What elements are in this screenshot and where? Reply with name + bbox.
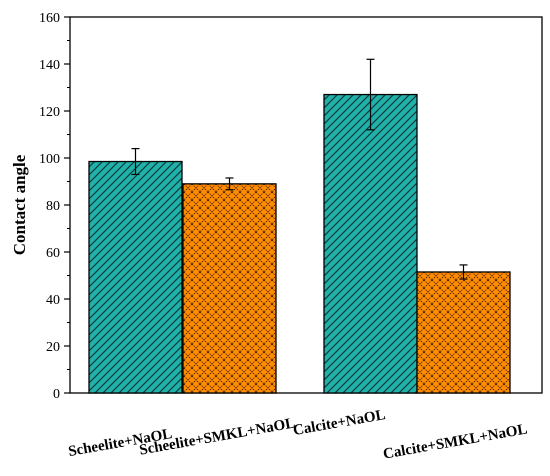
axes: 0 20 40 60 80 100 120 140 160 bbox=[39, 11, 543, 402]
y-tick-label: 20 bbox=[46, 340, 60, 355]
y-tick-label: 120 bbox=[39, 105, 60, 120]
y-tick-label: 60 bbox=[46, 246, 60, 261]
bar bbox=[323, 93, 418, 394]
category-label: Calcite+SMKL+NaOL bbox=[382, 421, 529, 462]
y-tick-label: 80 bbox=[46, 199, 60, 214]
y-tick-label: 40 bbox=[46, 293, 60, 308]
error-bars-group bbox=[131, 58, 468, 280]
y-tick-label: 0 bbox=[53, 387, 60, 402]
bar bbox=[88, 160, 183, 394]
bars-group bbox=[88, 93, 511, 394]
category-label: Calcite+NaOL bbox=[292, 407, 387, 439]
y-tick-label: 100 bbox=[39, 152, 60, 167]
bar bbox=[416, 271, 511, 394]
bar bbox=[182, 183, 277, 394]
y-tick-label: 160 bbox=[39, 11, 60, 26]
y-axis-title: Contact angle bbox=[10, 154, 29, 255]
labels-group: Scheelite+NaOLScheelite+SMKL+NaOLCalcite… bbox=[67, 407, 529, 463]
y-tick-label: 140 bbox=[39, 58, 60, 73]
